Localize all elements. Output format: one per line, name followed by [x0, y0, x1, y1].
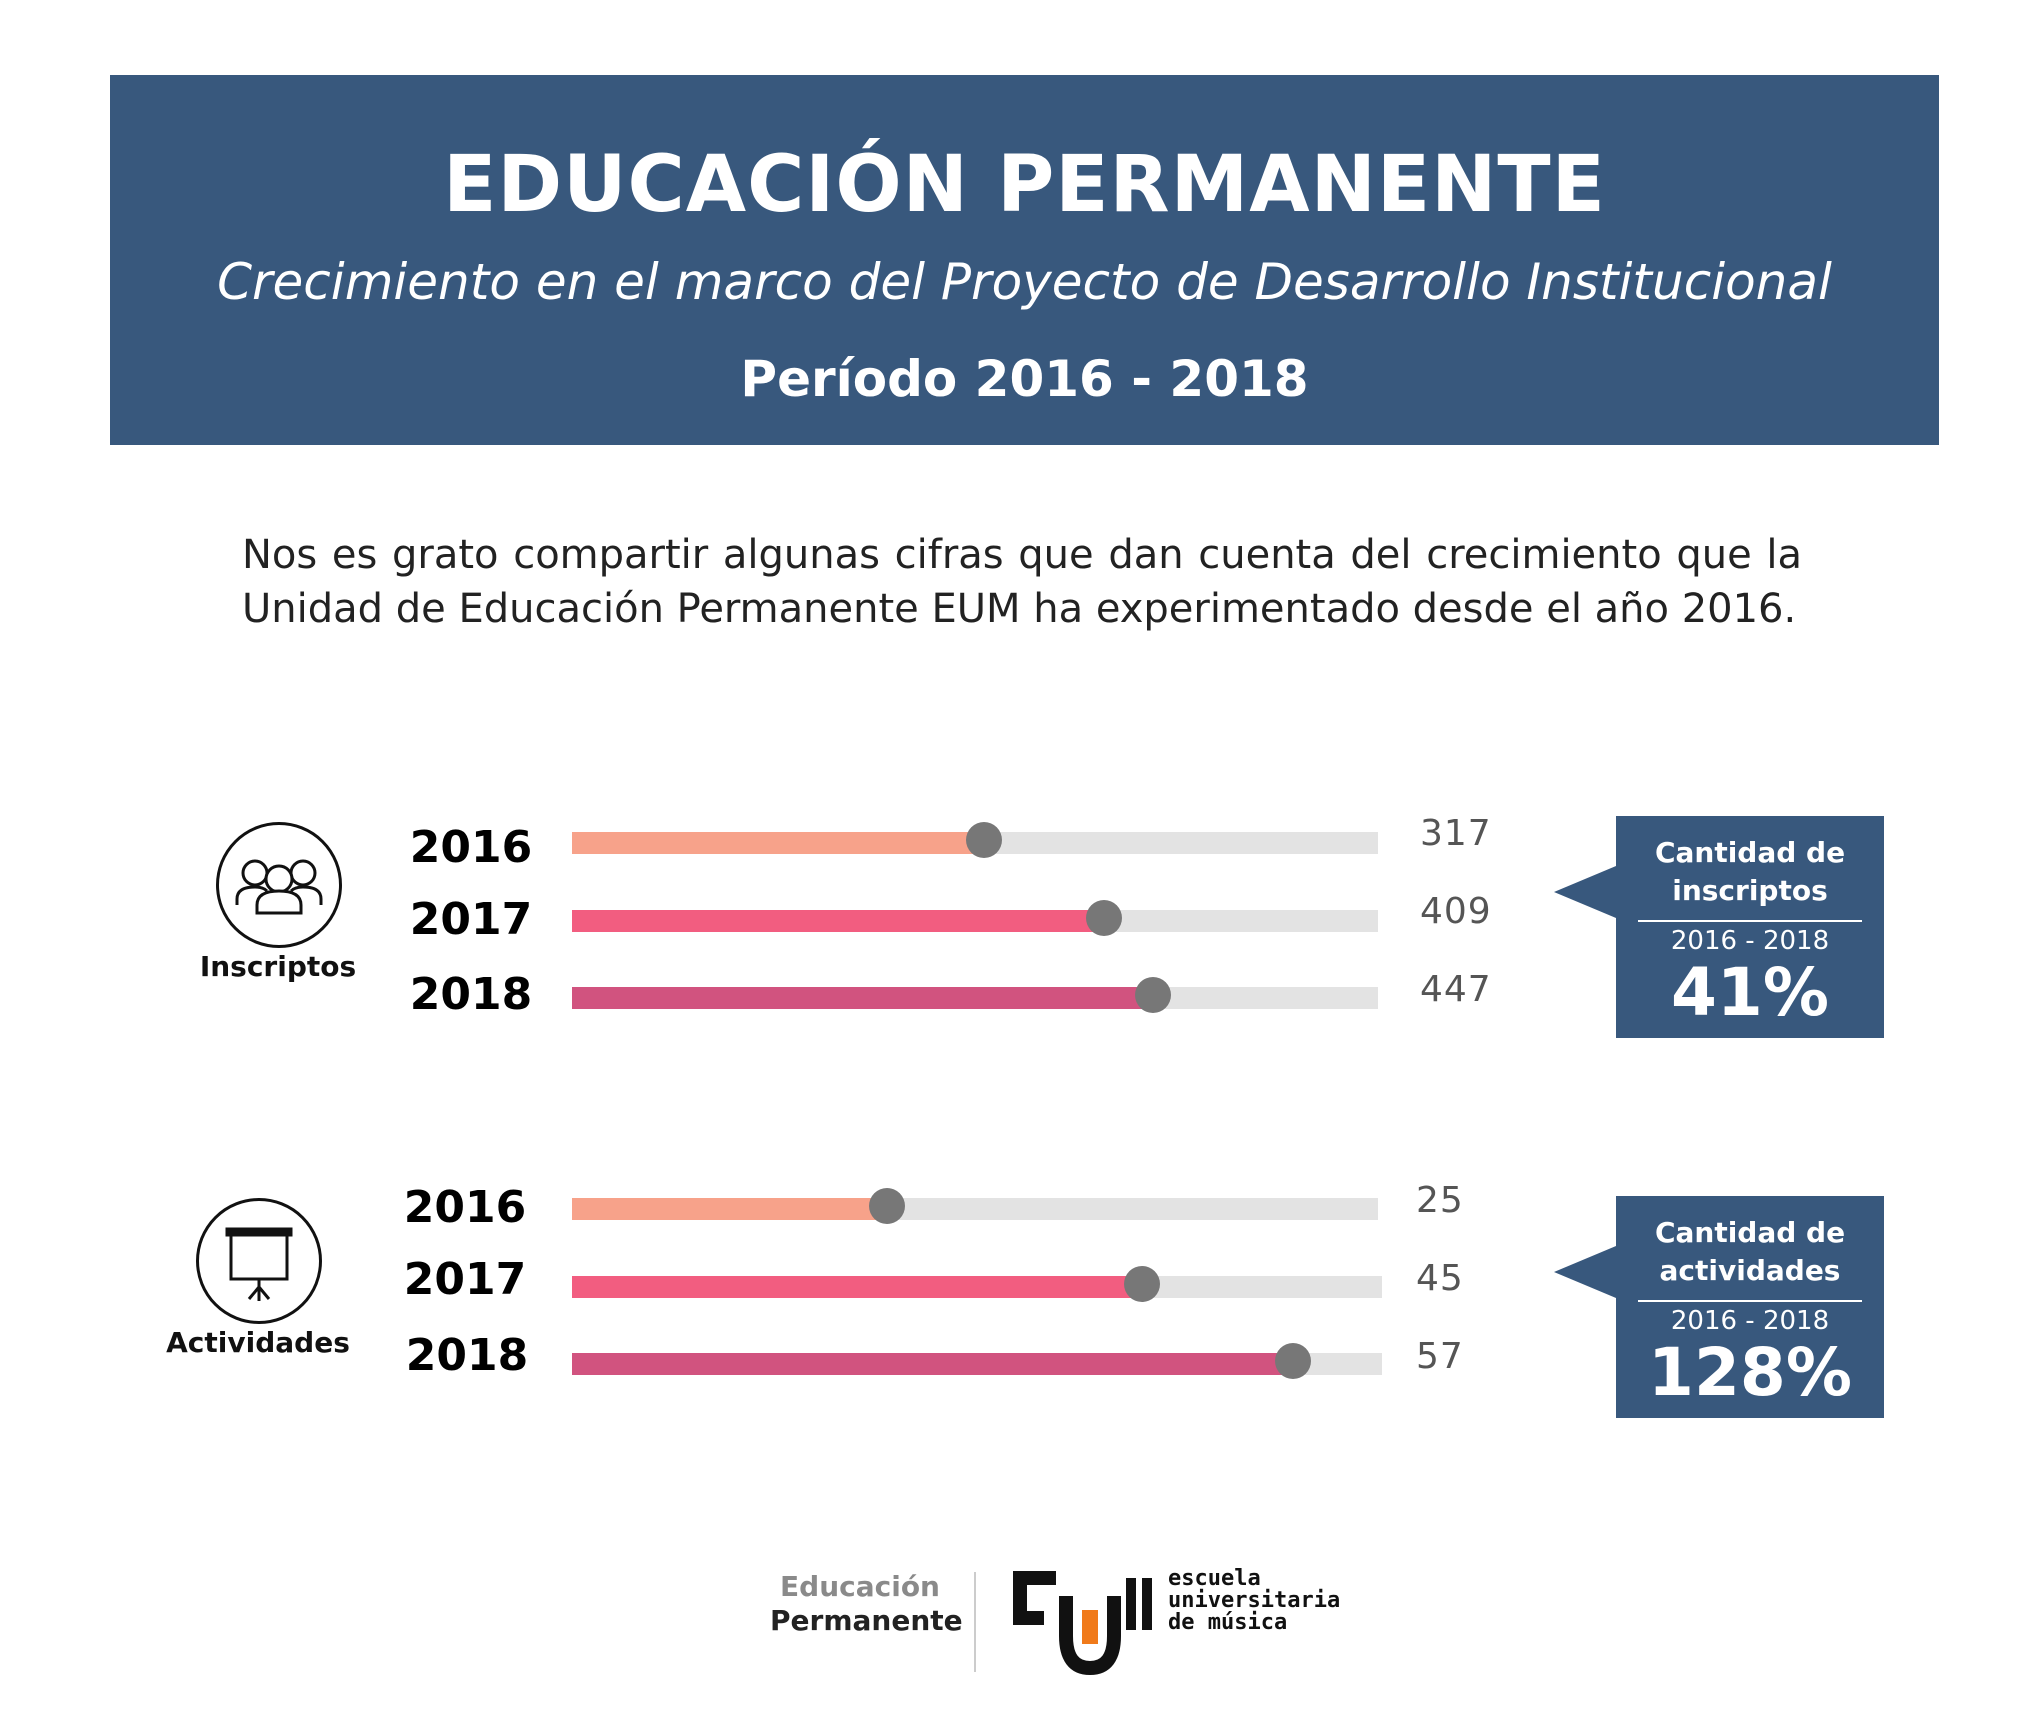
- callout-title-line1: Cantidad de: [1654, 1216, 1846, 1249]
- callout-title-line1: Cantidad de: [1654, 836, 1846, 869]
- callout-actividades: Cantidad de actividades 2016 - 2018 128%: [1554, 1196, 1884, 1418]
- bar-knob-inscriptos-2018: [1135, 977, 1172, 1013]
- bar-knob-actividades-2018: [1275, 1343, 1312, 1379]
- bar-track-actividades-2016: [572, 1188, 1378, 1224]
- footer-divider: [974, 1572, 976, 1672]
- bar-knob-inscriptos-2016: [966, 822, 1003, 858]
- section-label-inscriptos: Inscriptos: [199, 950, 357, 983]
- bar-knob-actividades-2016: [868, 1188, 905, 1224]
- callout-divider: [1638, 1300, 1862, 1302]
- callout-title: Cantidad de inscriptos: [1636, 834, 1864, 910]
- bar-actividades-2018: [572, 1353, 1294, 1375]
- school-logo-icon: [1010, 1570, 1158, 1680]
- group-icon: [216, 822, 342, 948]
- footer-school-line3: de música: [1168, 1610, 1288, 1635]
- page-title: EDUCACIÓN PERMANENTE: [443, 140, 1606, 230]
- value-label-actividades-2016: 25: [1416, 1180, 1464, 1221]
- bar-track-actividades-2017: [572, 1266, 1382, 1302]
- year-label-inscriptos-2016: 2016: [409, 822, 533, 873]
- callout-percent: 128%: [1648, 1334, 1852, 1411]
- bar-track-inscriptos-2017: [572, 900, 1378, 936]
- bar-actividades-2016: [572, 1198, 887, 1220]
- bar-knob-inscriptos-2017: [1085, 900, 1122, 936]
- callout-title-line2: inscriptos: [1672, 874, 1828, 907]
- bar-track-inscriptos-2018: [572, 977, 1378, 1013]
- footer-school-name: escuela universitaria de música: [1168, 1568, 1340, 1634]
- year-label-inscriptos-2017: 2017: [409, 894, 533, 945]
- year-label-actividades-2016: 2016: [403, 1182, 527, 1233]
- year-label-actividades-2018: 2018: [405, 1330, 529, 1381]
- bar-knob-actividades-2017: [1123, 1266, 1160, 1302]
- footer-school-line1: escuela: [1168, 1566, 1261, 1591]
- value-label-actividades-2017: 45: [1416, 1258, 1464, 1299]
- page-subtitle: Crecimiento en el marco del Proyecto de …: [217, 253, 1832, 311]
- footer-brand: Educación Permanente: [770, 1570, 963, 1638]
- value-label-actividades-2018: 57: [1416, 1336, 1464, 1377]
- bar-track-inscriptos-2016: [572, 822, 1378, 858]
- footer-school-line2: universitaria: [1168, 1588, 1341, 1613]
- callout-divider: [1638, 920, 1862, 922]
- footer-brand-line1: Educación: [780, 1570, 940, 1603]
- projector-screen-icon: [196, 1198, 322, 1324]
- intro-text: Nos es grato compartir algunas cifras qu…: [242, 532, 1802, 632]
- bar-inscriptos-2016: [572, 832, 985, 854]
- callout-period: 2016 - 2018: [1670, 926, 1830, 956]
- value-label-inscriptos-2017: 409: [1420, 891, 1492, 932]
- year-label-inscriptos-2018: 2018: [409, 969, 533, 1020]
- callout-period: 2016 - 2018: [1670, 1306, 1830, 1336]
- footer-brand-line2: Permanente: [770, 1604, 963, 1637]
- callout-arrow: [1554, 866, 1616, 918]
- callout-percent: 41%: [1671, 954, 1829, 1031]
- bar-actividades-2017: [572, 1276, 1142, 1298]
- year-label-actividades-2017: 2017: [403, 1254, 527, 1305]
- callout-title: Cantidad de actividades: [1636, 1214, 1864, 1290]
- bar-inscriptos-2017: [572, 910, 1104, 932]
- header-banner: EDUCACIÓN PERMANENTE Crecimiento en el m…: [110, 75, 1939, 445]
- bar-inscriptos-2018: [572, 987, 1154, 1009]
- value-label-inscriptos-2016: 317: [1420, 813, 1492, 854]
- callout-arrow: [1554, 1246, 1616, 1298]
- callout-title-line2: actividades: [1659, 1254, 1841, 1287]
- bar-track-actividades-2018: [572, 1343, 1382, 1379]
- section-label-actividades: Actividades: [166, 1326, 350, 1359]
- value-label-inscriptos-2018: 447: [1420, 969, 1492, 1010]
- period-label: Período 2016 - 2018: [740, 350, 1309, 408]
- callout-inscriptos: Cantidad de inscriptos 2016 - 2018 41%: [1554, 816, 1884, 1038]
